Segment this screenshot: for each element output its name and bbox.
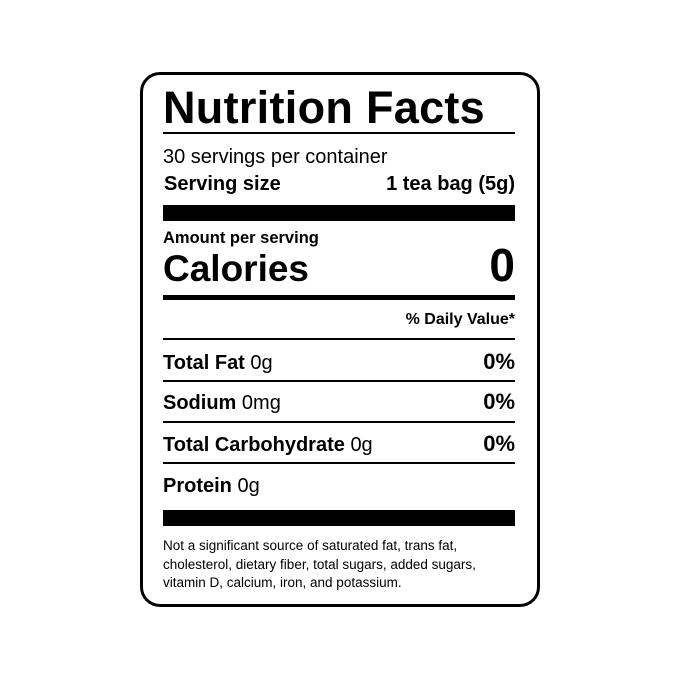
nutrient-amount: 0g (250, 352, 273, 374)
divider (163, 462, 515, 464)
nutrition-label (140, 72, 540, 607)
nutrient-name: Total Fat (163, 352, 245, 374)
footnote: Not a significant source of saturated fa… (163, 538, 476, 590)
nutrient-name: Total Carbohydrate (163, 434, 345, 456)
divider (163, 421, 515, 423)
nutrient-dv: 0% (483, 389, 515, 414)
label-title: Nutrition Facts (163, 82, 486, 133)
thick-divider (163, 205, 515, 221)
medium-divider (163, 295, 515, 300)
divider (163, 338, 515, 340)
nutrient-row-protein: Protein 0g (163, 475, 515, 498)
calories-value: 0 (489, 239, 515, 291)
nutrient-amount: 0mg (241, 392, 281, 414)
servings-per-container: 30 servings per container (163, 146, 388, 168)
nutrient-amount: 0g (237, 475, 260, 497)
thick-divider (163, 510, 515, 526)
serving-size-row: Serving size 1 tea bag (5g) (163, 173, 515, 196)
daily-value-header: % Daily Value* (405, 311, 515, 328)
nutrient-dv: 0% (483, 431, 515, 456)
divider (163, 132, 515, 134)
divider (163, 380, 515, 382)
nutrient-dv: 0% (483, 349, 515, 374)
nutrient-name: Sodium (163, 392, 237, 414)
nutrient-name: Protein (163, 475, 232, 497)
serving-size-value: 1 tea bag (5g) (386, 173, 515, 195)
serving-size-label: Serving size (164, 173, 281, 195)
calories-row: Calories 0 (163, 239, 515, 291)
nutrient-row-sodium: Sodium 0mg 0% (163, 389, 515, 415)
amount-per-serving: Amount per serving (163, 229, 319, 247)
nutrient-row-total-carbohydrate: Total Carbohydrate 0g 0% (163, 431, 515, 457)
nutrient-amount: 0g (350, 434, 373, 456)
nutrient-row-total-fat: Total Fat 0g 0% (163, 349, 515, 375)
calories-label: Calories (163, 248, 310, 289)
